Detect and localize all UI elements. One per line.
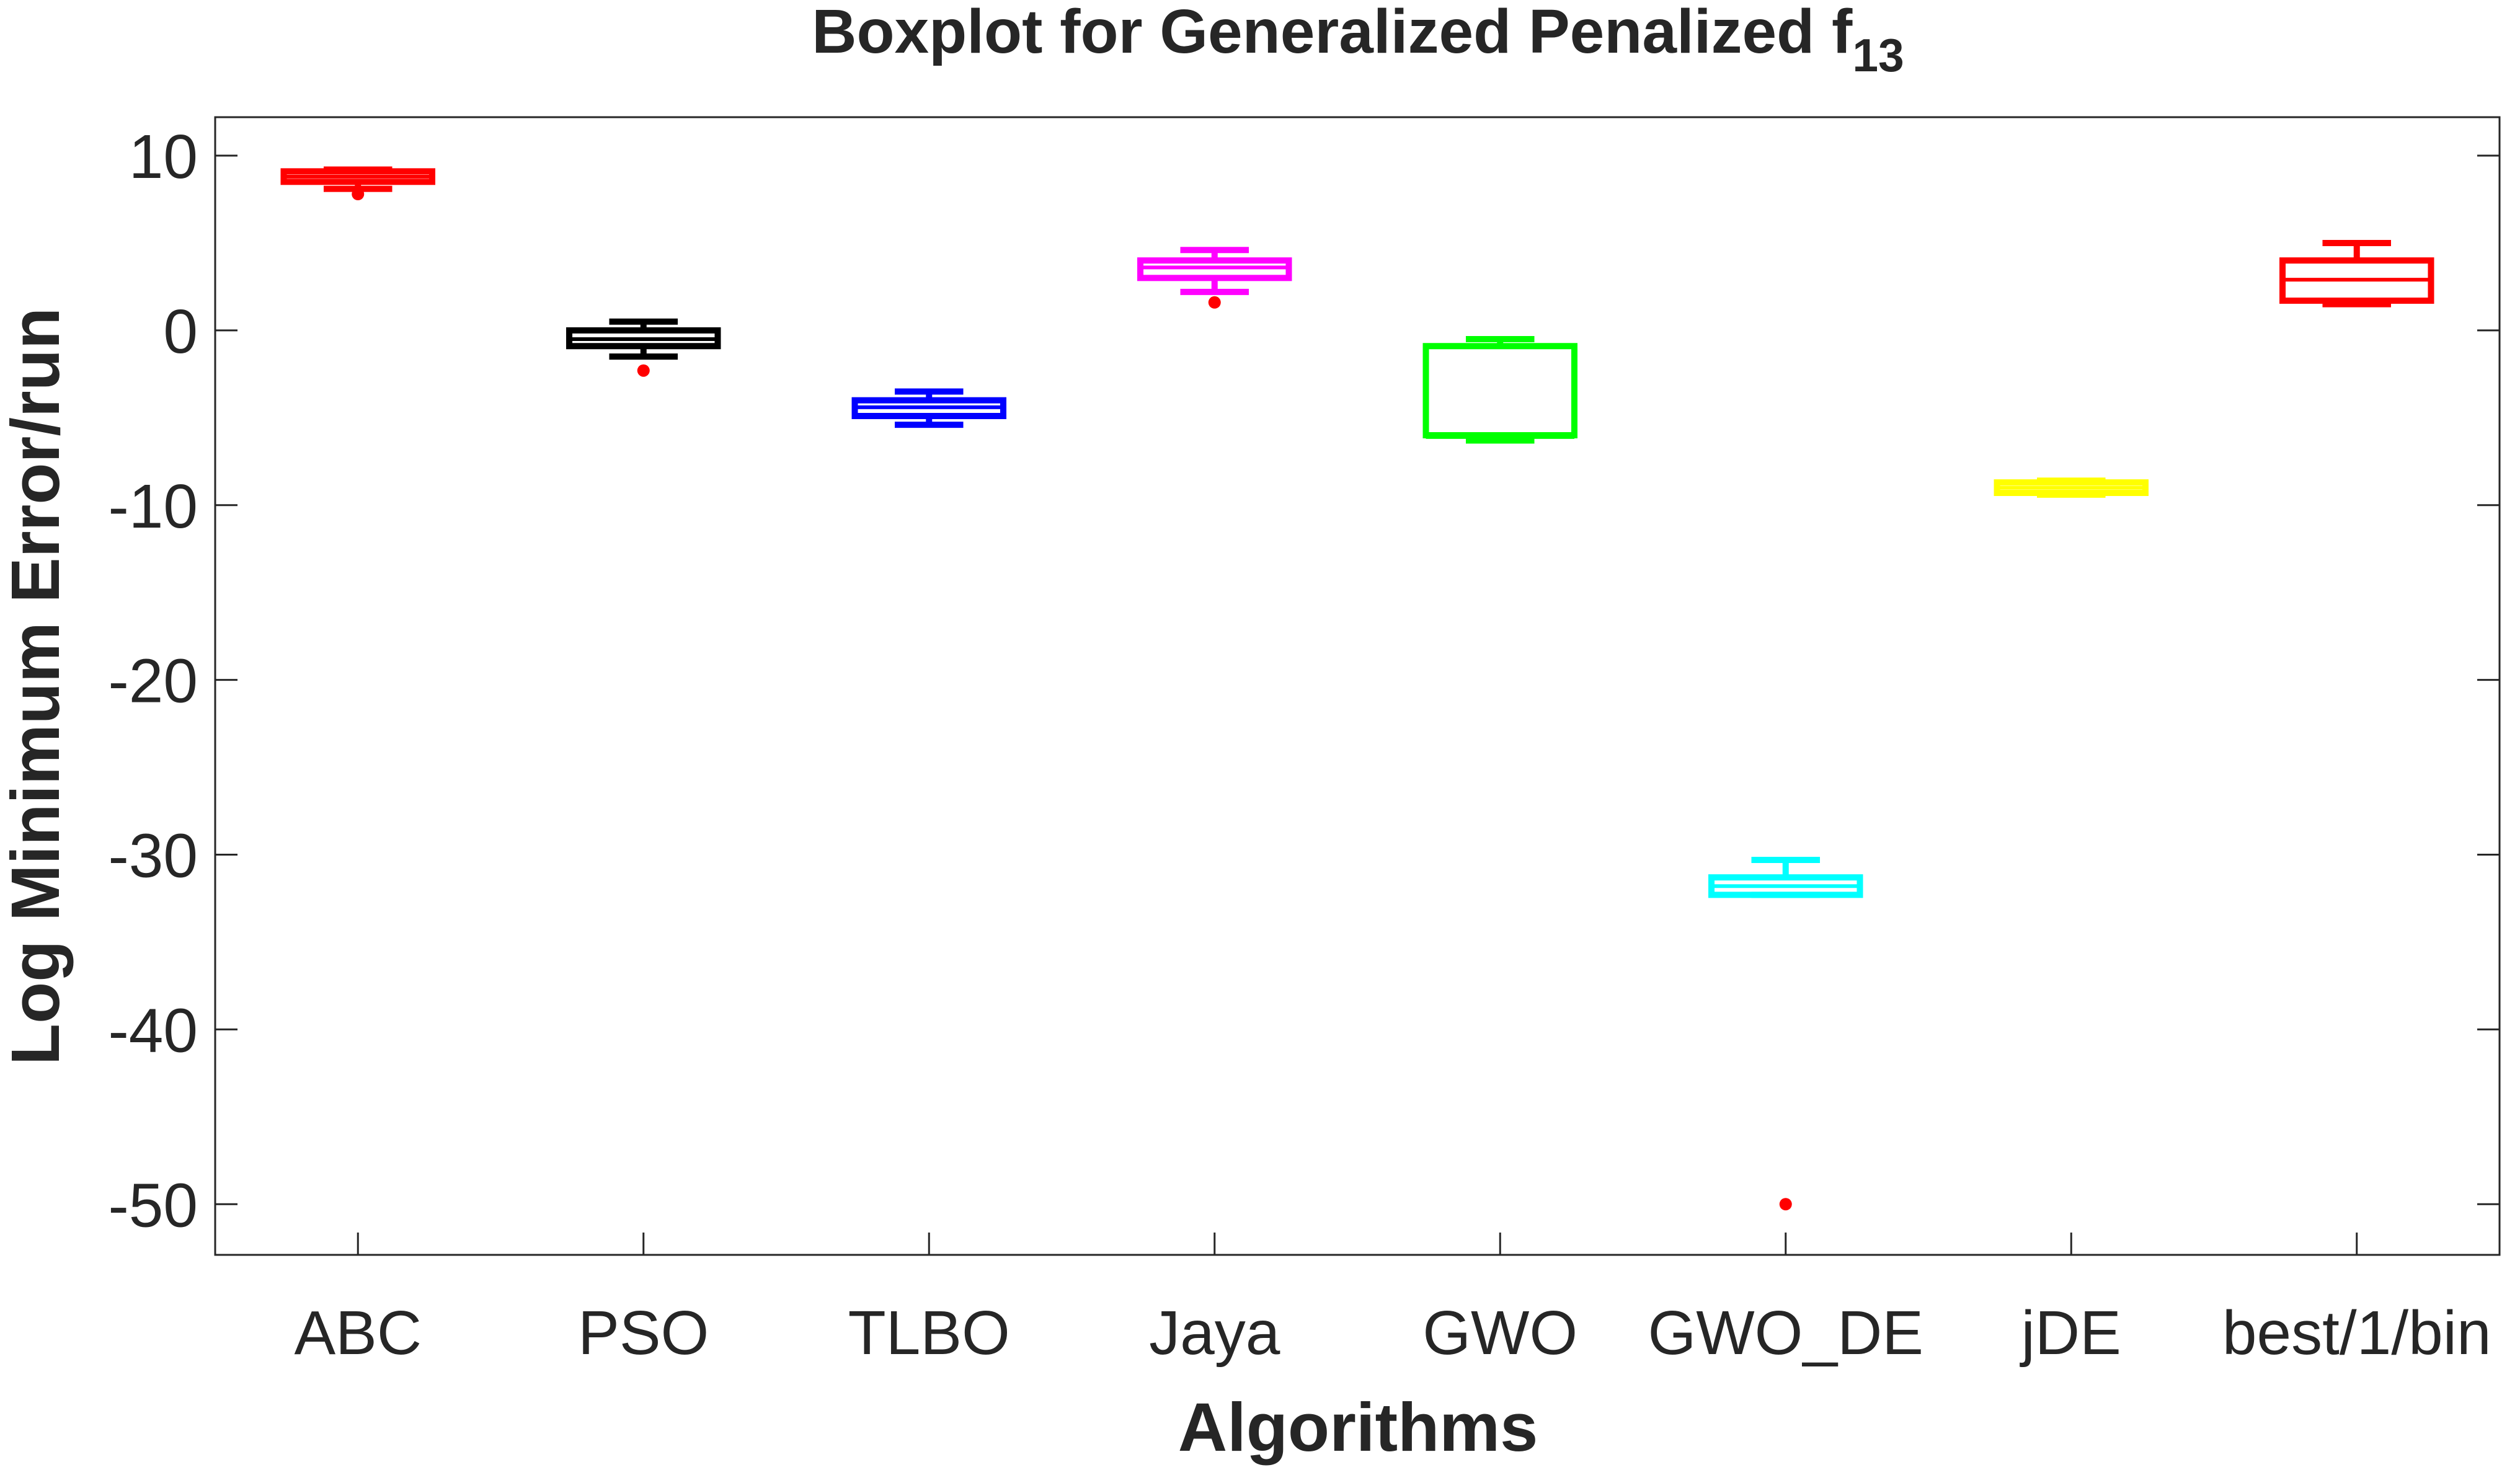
outlier	[637, 364, 650, 377]
y-tick-label: -40	[108, 996, 198, 1065]
y-tick-label: -30	[108, 821, 198, 891]
x-axis-label: Algorithms	[1178, 1389, 1538, 1466]
x-tick-label: PSO	[578, 1298, 709, 1368]
y-tick-label: 10	[129, 122, 198, 192]
x-tick-label: ABC	[294, 1298, 422, 1368]
y-tick-label: 0	[163, 297, 198, 366]
outlier	[1208, 296, 1221, 309]
x-tick-label: GWO_DE	[1648, 1298, 1923, 1368]
y-tick-label: -20	[108, 647, 198, 716]
y-tick-label: -10	[108, 472, 198, 541]
y-axis-label: Log Minimum Error/run	[0, 308, 74, 1065]
x-tick-label: GWO	[1422, 1298, 1577, 1368]
plot-frame	[214, 116, 2501, 1256]
y-tick-label: -50	[108, 1171, 198, 1240]
title-main: Boxplot for Generalized Penalized f	[812, 0, 1853, 66]
x-tick-label: best/1/bin	[2222, 1298, 2491, 1368]
x-tick-label: TLBO	[848, 1298, 1010, 1368]
box	[1422, 343, 1577, 439]
outlier	[1779, 1198, 1792, 1211]
x-tick-label: jDE	[2020, 1298, 2121, 1368]
x-tick-label: Jaya	[1149, 1298, 1280, 1368]
chart-title: Boxplot for Generalized Penalized f13	[812, 0, 1904, 81]
title-subscript: 13	[1852, 29, 1904, 81]
outlier	[352, 188, 365, 201]
